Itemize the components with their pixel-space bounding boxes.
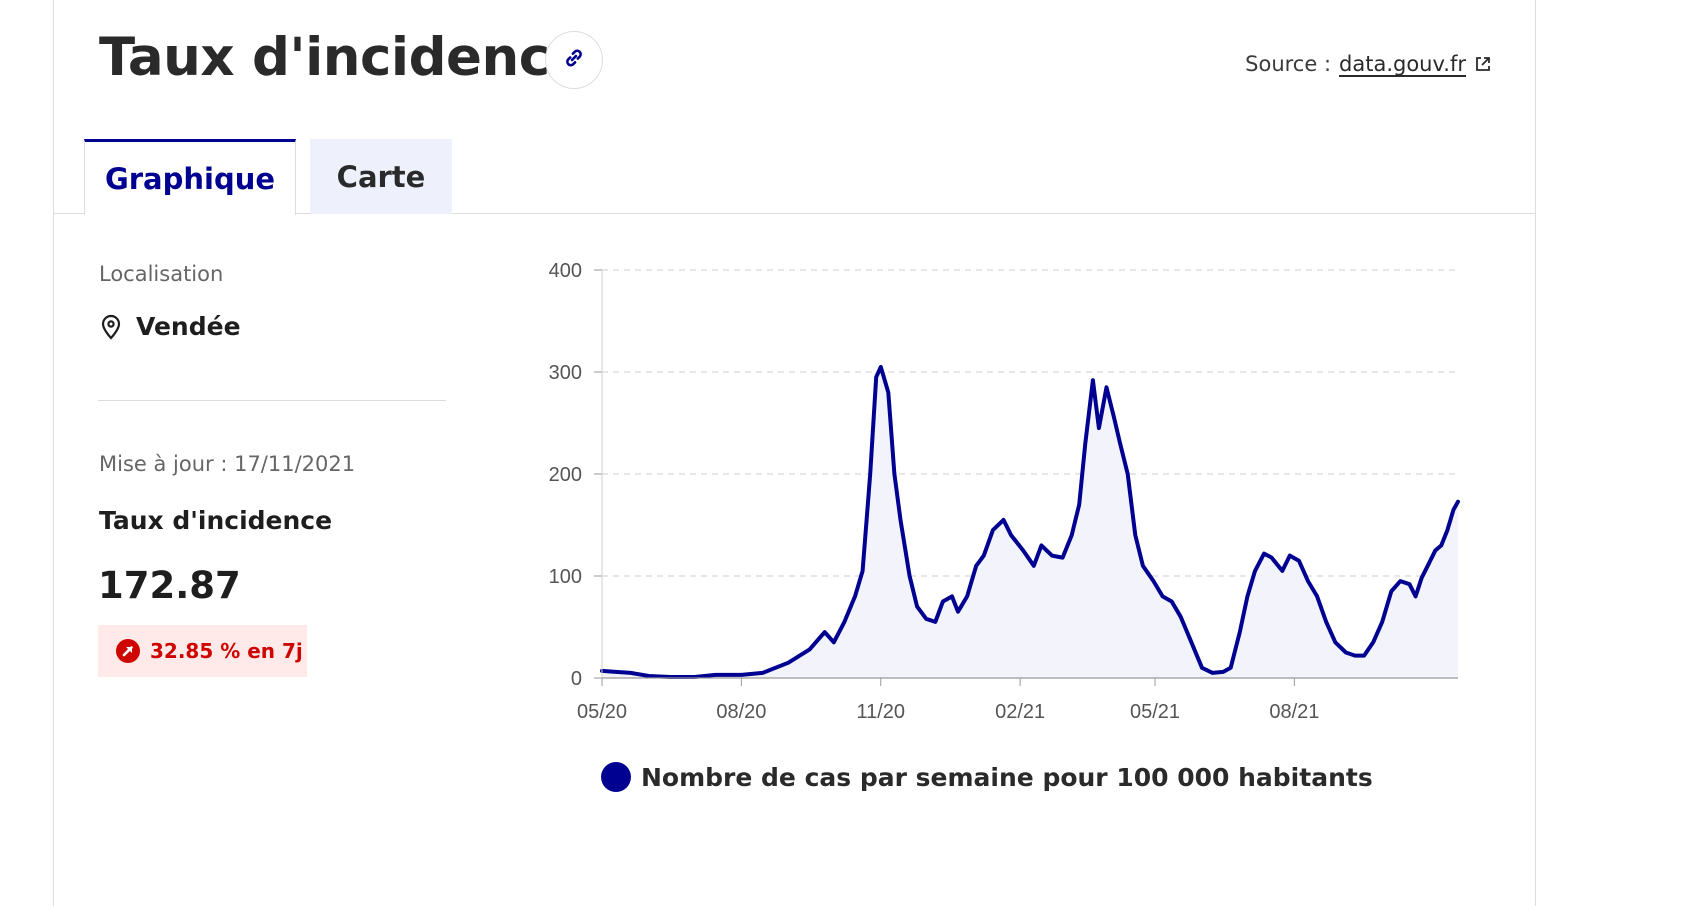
y-tick-label: 300 [549,362,582,384]
location-label: Localisation [99,262,224,286]
sidebar-divider [98,400,446,401]
arrow-up-right-icon [116,639,140,663]
y-tick-label: 0 [571,668,582,690]
trend-badge: 32.85 % en 7j [98,625,307,677]
legend-marker [601,762,631,792]
tab-carte[interactable]: Carte [310,139,452,214]
location-value: Vendée [136,312,241,341]
trend-text: 32.85 % en 7j [150,639,303,663]
y-tick-label: 200 [549,464,582,486]
link-icon [561,45,587,75]
chart-legend[interactable]: Nombre de cas par semaine pour 100 000 h… [601,762,1373,792]
metric-label: Taux d'incidence [99,506,333,535]
source-info: Source : data.gouv.fr [1245,52,1492,76]
copy-link-button[interactable] [545,31,603,89]
source-prefix: Source : [1245,52,1332,76]
tab-graphique[interactable]: Graphique [84,139,296,215]
tabs-divider [53,213,1536,214]
update-date: Mise à jour : 17/11/2021 [99,452,356,476]
indicator-card [53,0,1536,906]
source-link-label: data.gouv.fr [1339,52,1466,76]
metric-value: 172.87 [98,564,241,607]
location-selector[interactable]: Vendée [100,312,241,341]
location-pin-icon [101,314,121,340]
page-title: Taux d'incidence [99,27,586,88]
y-tick-label: 100 [549,566,582,588]
x-tick-label: 05/20 [577,701,627,723]
source-link[interactable]: data.gouv.fr [1339,52,1492,76]
external-link-icon [1476,57,1490,71]
x-tick-label: 11/20 [856,701,905,723]
x-tick-label: 05/21 [1130,701,1180,723]
legend-label: Nombre de cas par semaine pour 100 000 h… [641,762,1373,792]
x-tick-label: 02/21 [995,701,1045,723]
y-tick-label: 400 [549,260,582,282]
x-tick-label: 08/20 [716,701,766,723]
incidence-chart: 0 100 200 300 400 05/20 08/20 11/20 02/21 05/21 08… [549,260,1460,723]
x-tick-label: 08/21 [1269,701,1319,723]
